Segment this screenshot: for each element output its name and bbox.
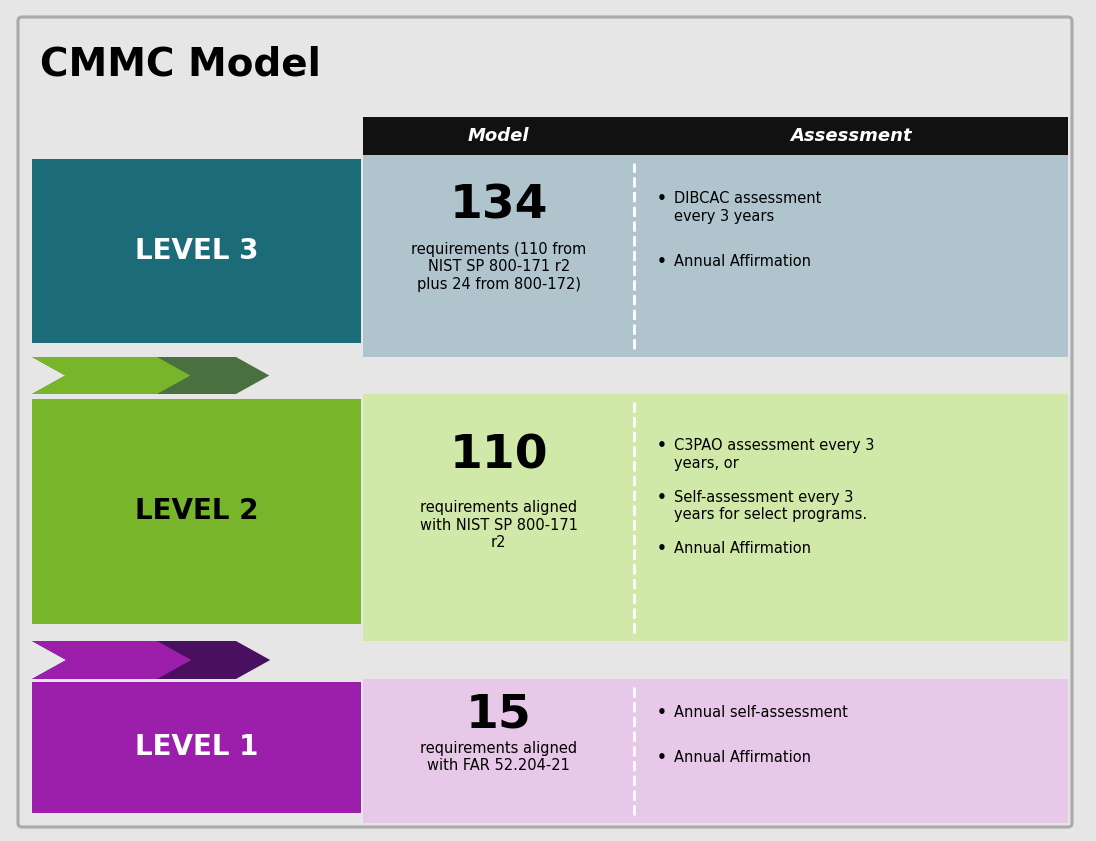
Text: C3PAO assessment every 3
years, or: C3PAO assessment every 3 years, or bbox=[674, 438, 875, 471]
Text: requirements (110 from
NIST SP 800-171 r2
plus 24 from 800-172): requirements (110 from NIST SP 800-171 r… bbox=[411, 242, 586, 292]
Text: Self-assessment every 3
years for select programs.: Self-assessment every 3 years for select… bbox=[674, 489, 868, 522]
Text: Assessment: Assessment bbox=[790, 127, 912, 145]
Text: •: • bbox=[657, 541, 666, 556]
Text: LEVEL 1: LEVEL 1 bbox=[135, 733, 259, 761]
Bar bbox=[32, 399, 361, 624]
Text: 110: 110 bbox=[449, 433, 548, 479]
Text: •: • bbox=[657, 192, 666, 206]
Text: DIBCAC assessment
every 3 years: DIBCAC assessment every 3 years bbox=[674, 192, 822, 224]
Bar bbox=[363, 117, 1068, 155]
Text: Annual Affirmation: Annual Affirmation bbox=[674, 541, 811, 556]
Text: Model: Model bbox=[468, 127, 529, 145]
Text: 15: 15 bbox=[466, 692, 532, 738]
Text: •: • bbox=[657, 705, 666, 720]
Polygon shape bbox=[32, 357, 191, 394]
Text: •: • bbox=[657, 749, 666, 764]
Text: LEVEL 2: LEVEL 2 bbox=[135, 497, 259, 526]
Bar bbox=[32, 159, 361, 343]
Text: requirements aligned
with NIST SP 800-171
r2: requirements aligned with NIST SP 800-17… bbox=[420, 500, 578, 550]
Text: •: • bbox=[657, 254, 666, 269]
FancyBboxPatch shape bbox=[18, 17, 1072, 827]
Text: •: • bbox=[657, 489, 666, 505]
Text: 134: 134 bbox=[449, 183, 548, 228]
Text: Annual Affirmation: Annual Affirmation bbox=[674, 254, 811, 269]
Bar bbox=[363, 155, 1068, 357]
Text: LEVEL 3: LEVEL 3 bbox=[135, 237, 259, 265]
Polygon shape bbox=[32, 641, 271, 679]
Bar bbox=[32, 682, 361, 813]
Text: CMMC Model: CMMC Model bbox=[39, 45, 321, 83]
Text: Annual self-assessment: Annual self-assessment bbox=[674, 705, 848, 720]
Polygon shape bbox=[32, 641, 191, 679]
Bar bbox=[363, 394, 1068, 641]
Text: requirements aligned
with FAR 52.204-21: requirements aligned with FAR 52.204-21 bbox=[420, 741, 578, 774]
Polygon shape bbox=[32, 357, 270, 394]
Text: •: • bbox=[657, 438, 666, 453]
Bar bbox=[363, 679, 1068, 823]
Text: Annual Affirmation: Annual Affirmation bbox=[674, 749, 811, 764]
